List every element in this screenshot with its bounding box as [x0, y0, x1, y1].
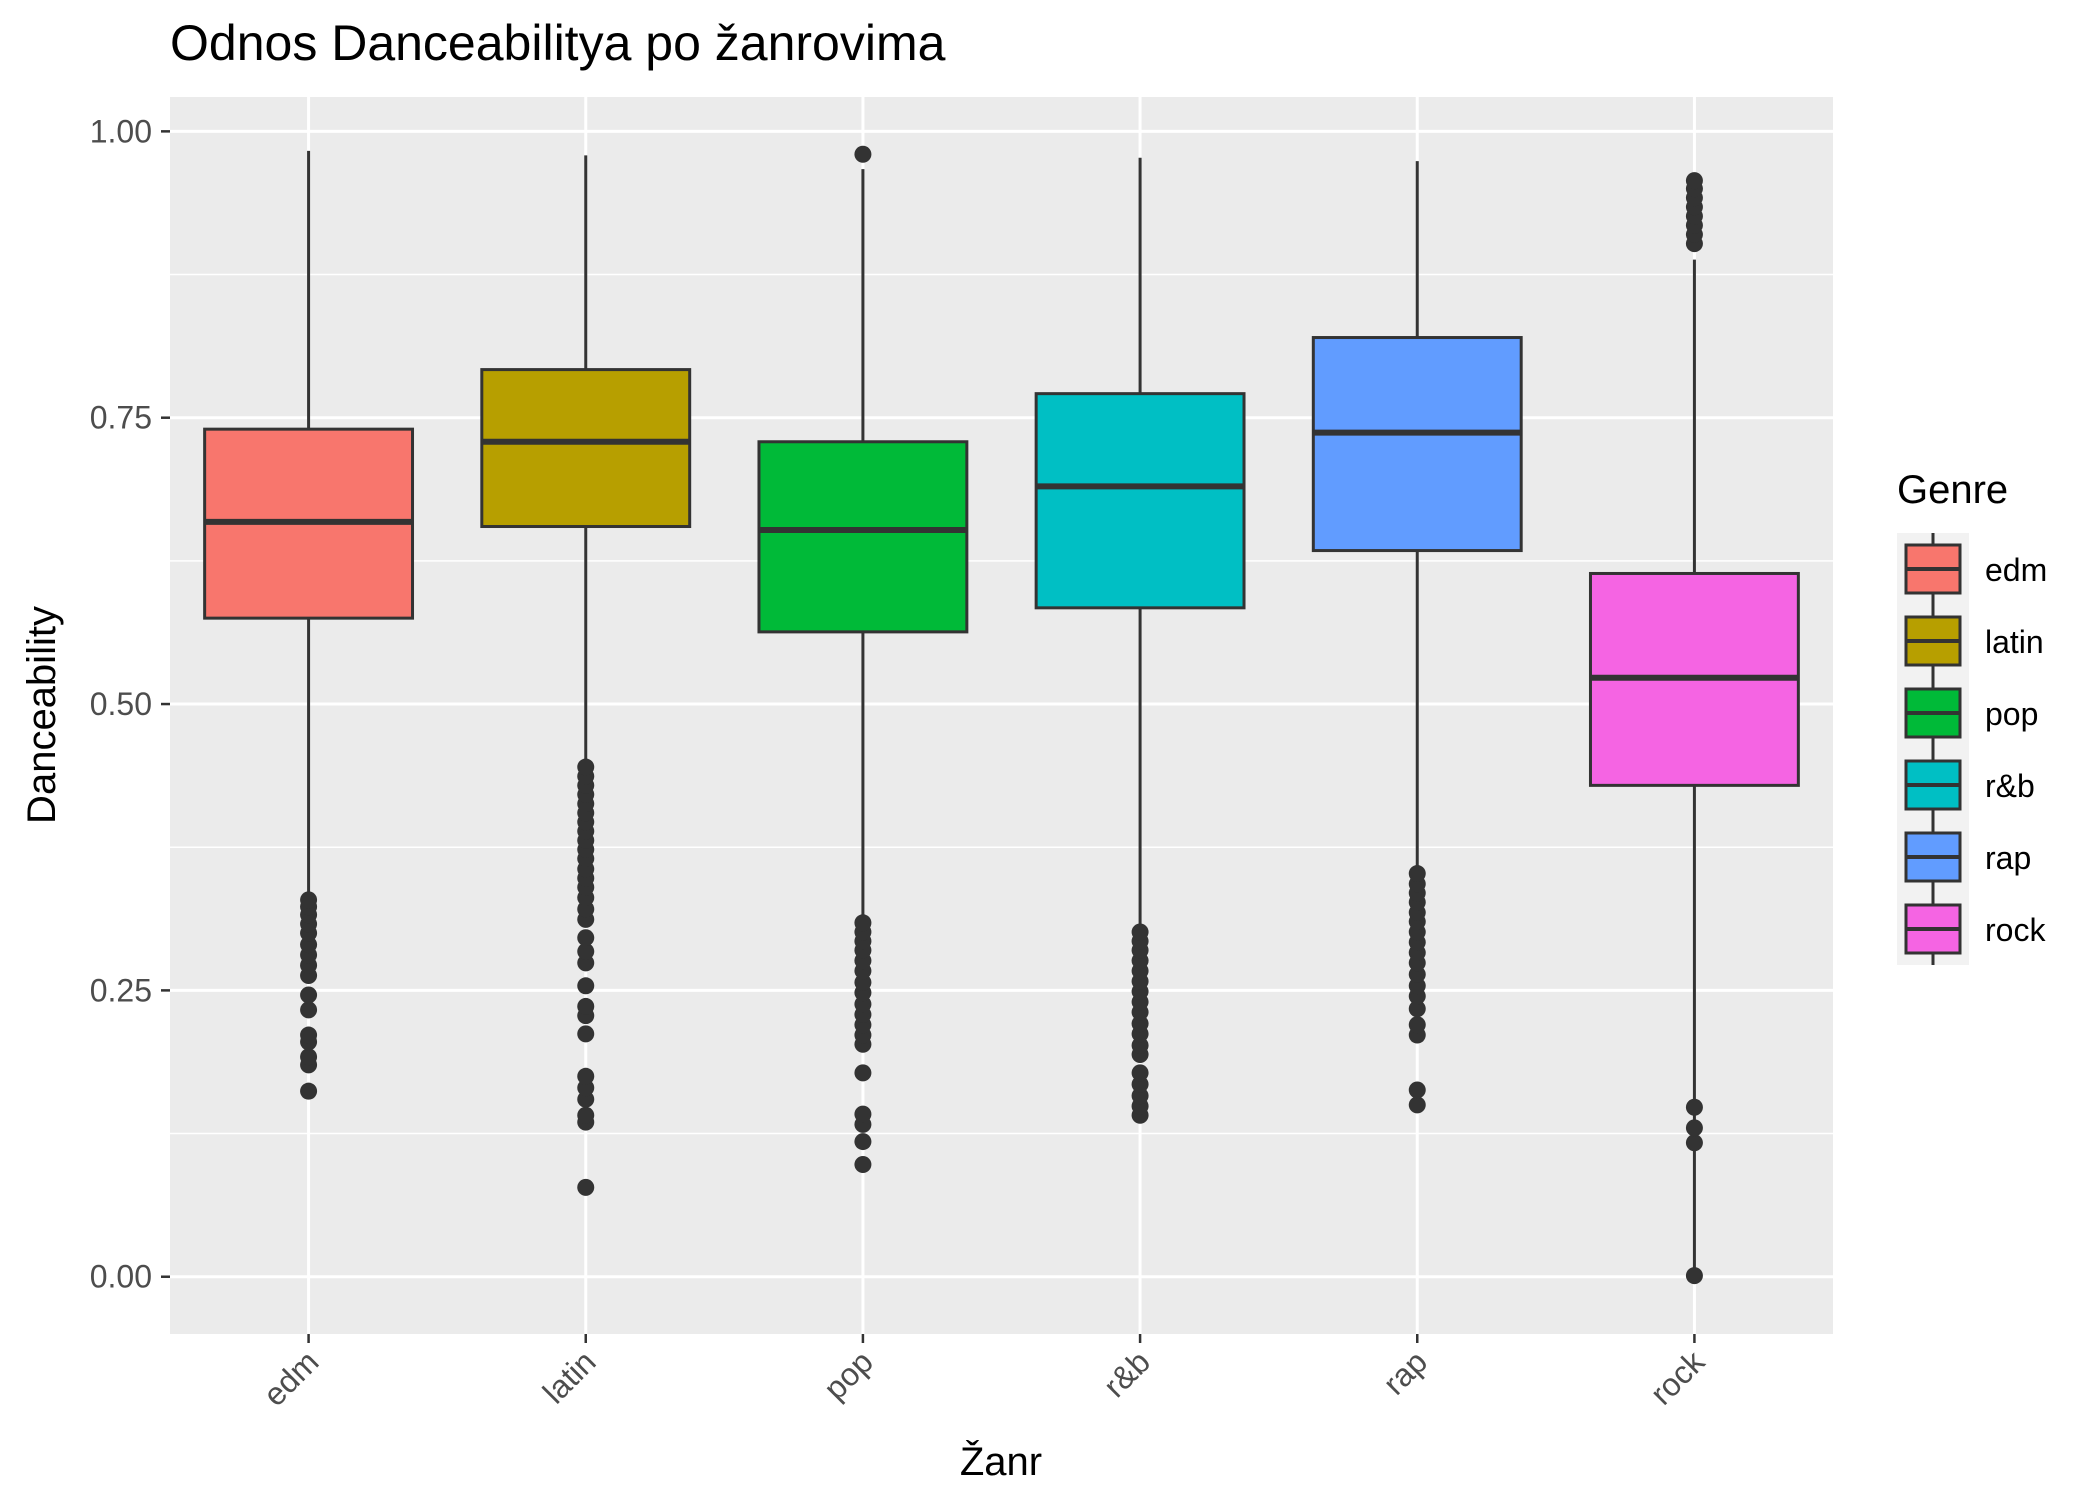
box-iqr — [1311, 336, 1523, 553]
legend-item-rb: r&b — [1904, 749, 2035, 821]
outlier-point — [300, 1082, 318, 1100]
legend: Genre edm latin pop r&b rap rock — [1897, 468, 2047, 965]
outlier-point — [854, 914, 872, 932]
box-pop — [757, 145, 969, 1173]
x-tick-label: rock — [1643, 1343, 1712, 1412]
x-tick-label: latin — [536, 1343, 603, 1410]
plot-panel — [170, 97, 1833, 1334]
outlier-point — [1685, 1098, 1703, 1116]
outlier-point — [1408, 1016, 1426, 1034]
legend-label: pop — [1985, 696, 2038, 732]
x-tick-label: pop — [817, 1343, 880, 1406]
outlier-point — [1131, 923, 1149, 941]
outlier-point — [300, 1026, 318, 1044]
outlier-point — [854, 1105, 872, 1123]
outlier-point — [1408, 1081, 1426, 1099]
x-tick-label: rap — [1376, 1343, 1434, 1401]
outlier-point — [1408, 1000, 1426, 1018]
outlier-point — [577, 942, 595, 960]
outlier-point — [1408, 865, 1426, 883]
legend-item-rock: rock — [1904, 893, 2046, 965]
outlier-point — [577, 1025, 595, 1043]
box-rap — [1311, 161, 1523, 1114]
outlier-point — [1408, 1096, 1426, 1114]
outlier-point — [1685, 1267, 1703, 1285]
legend-title: Genre — [1897, 468, 2008, 512]
outlier-point — [300, 1048, 318, 1066]
box-iqr — [1034, 392, 1246, 610]
outlier-point — [577, 1178, 595, 1196]
outlier-point — [1685, 1134, 1703, 1152]
box-edm — [203, 150, 415, 1100]
x-tick-label: edm — [256, 1343, 325, 1412]
x-axis: edm latin pop r&b rap rock — [256, 1334, 1712, 1413]
legend-label: latin — [1985, 624, 2044, 660]
box-iqr — [480, 368, 692, 529]
legend-label: rap — [1985, 840, 2031, 876]
legend-label: edm — [1985, 552, 2047, 588]
legend-item-latin: latin — [1904, 605, 2044, 677]
outlier-point — [1131, 1064, 1149, 1082]
outlier-point — [300, 986, 318, 1004]
y-tick-label: 0.50 — [90, 686, 152, 722]
legend-items: edm latin pop r&b rap rock — [1897, 533, 2047, 965]
chart-title: Odnos Danceabilitya po žanrovima — [170, 15, 946, 71]
outlier-point — [854, 1133, 872, 1151]
outlier-point — [577, 977, 595, 995]
legend-label: r&b — [1985, 768, 2035, 804]
outlier-point — [577, 929, 595, 947]
box-latin — [480, 155, 692, 1196]
boxes-layer — [203, 145, 1800, 1285]
legend-item-pop: pop — [1904, 677, 2038, 749]
legend-item-edm: edm — [1904, 533, 2047, 605]
outlier-point — [854, 145, 872, 163]
outlier-point — [577, 1106, 595, 1124]
box-rb — [1034, 157, 1246, 1124]
outlier-point — [854, 1155, 872, 1173]
outlier-point — [854, 1064, 872, 1082]
y-tick-label: 1.00 — [90, 113, 152, 149]
outlier-point — [577, 1067, 595, 1085]
legend-label: rock — [1985, 912, 2046, 948]
legend-item-rap: rap — [1904, 821, 2031, 893]
outlier-point — [300, 1001, 318, 1019]
outlier-point — [300, 891, 318, 909]
box-iqr — [757, 440, 969, 634]
outlier-point — [1685, 1119, 1703, 1137]
outlier-point — [1685, 172, 1703, 190]
y-tick-label: 0.00 — [90, 1259, 152, 1295]
y-axis: 0.00 0.25 0.50 0.75 1.00 — [90, 113, 170, 1295]
y-tick-label: 0.75 — [90, 400, 152, 436]
x-axis-title: Žanr — [960, 1439, 1042, 1484]
y-axis-title: Danceability — [20, 606, 64, 824]
box-rock — [1588, 172, 1800, 1285]
x-tick-label: r&b — [1096, 1343, 1157, 1404]
outlier-point — [577, 758, 595, 776]
y-tick-label: 0.25 — [90, 972, 152, 1008]
outlier-point — [577, 997, 595, 1015]
